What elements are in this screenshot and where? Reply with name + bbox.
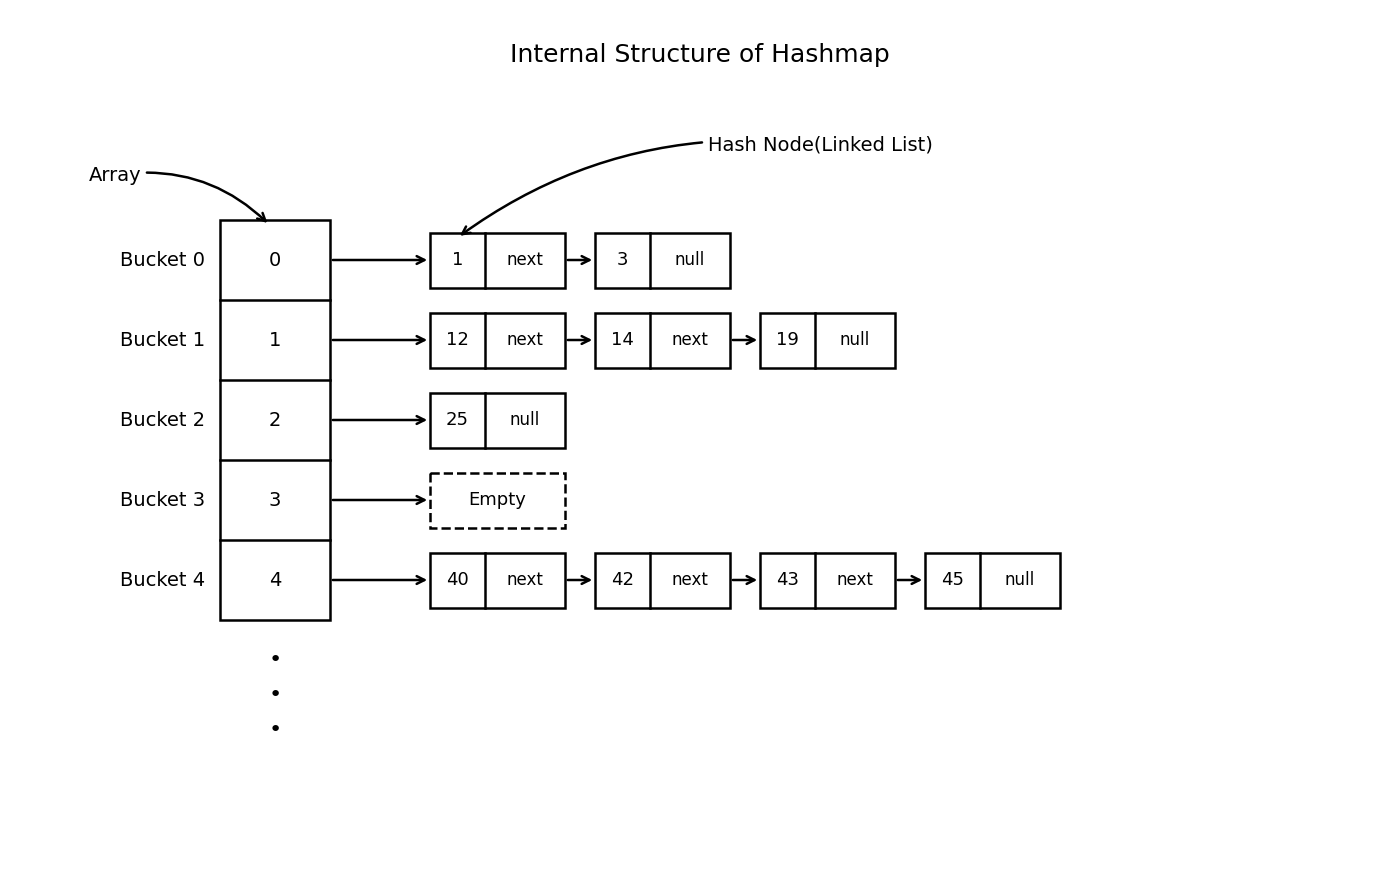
Text: •: • <box>269 685 281 705</box>
Bar <box>430 233 566 287</box>
Bar <box>760 313 895 367</box>
Text: Internal Structure of Hashmap: Internal Structure of Hashmap <box>510 43 890 67</box>
Text: 3: 3 <box>617 251 629 269</box>
Bar <box>430 552 566 607</box>
Text: Empty: Empty <box>469 491 526 509</box>
Text: •: • <box>269 650 281 670</box>
Text: next: next <box>837 571 874 589</box>
Text: null: null <box>1005 571 1035 589</box>
Text: 42: 42 <box>610 571 634 589</box>
Bar <box>925 552 1060 607</box>
Text: 0: 0 <box>269 251 281 269</box>
Text: next: next <box>672 571 708 589</box>
Bar <box>430 313 566 367</box>
Text: null: null <box>510 411 540 429</box>
Bar <box>760 552 895 607</box>
Text: Bucket 2: Bucket 2 <box>120 411 204 429</box>
Text: next: next <box>507 571 543 589</box>
Text: Bucket 0: Bucket 0 <box>120 251 204 269</box>
Bar <box>430 393 566 447</box>
Text: Bucket 1: Bucket 1 <box>120 331 204 349</box>
Text: 2: 2 <box>269 411 281 429</box>
Text: 19: 19 <box>776 331 799 349</box>
Text: 3: 3 <box>269 491 281 509</box>
Text: 25: 25 <box>447 411 469 429</box>
Text: 1: 1 <box>269 331 281 349</box>
Text: next: next <box>507 331 543 349</box>
Text: Array: Array <box>88 165 266 221</box>
Text: 43: 43 <box>776 571 799 589</box>
Bar <box>595 233 729 287</box>
Text: 1: 1 <box>452 251 463 269</box>
Text: 4: 4 <box>269 571 281 589</box>
Text: 14: 14 <box>610 331 634 349</box>
Text: next: next <box>672 331 708 349</box>
Text: Hash Node(Linked List): Hash Node(Linked List) <box>462 135 932 234</box>
Text: null: null <box>675 251 706 269</box>
Text: 12: 12 <box>447 331 469 349</box>
Bar <box>595 313 729 367</box>
Bar <box>220 220 330 620</box>
Bar <box>595 552 729 607</box>
Text: •: • <box>269 720 281 740</box>
Text: Bucket 3: Bucket 3 <box>120 491 204 509</box>
Text: 45: 45 <box>941 571 965 589</box>
Text: Bucket 4: Bucket 4 <box>120 571 204 589</box>
Text: next: next <box>507 251 543 269</box>
Text: 40: 40 <box>447 571 469 589</box>
Bar <box>430 472 566 527</box>
Text: null: null <box>840 331 871 349</box>
